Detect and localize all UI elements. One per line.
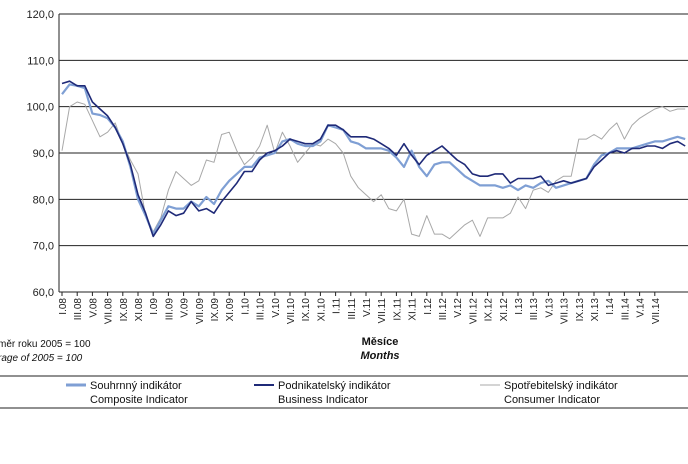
- x-tick-label: VII.14: [651, 298, 662, 325]
- x-tick-label: I.14: [605, 298, 616, 315]
- x-tick-label: XI.13: [590, 298, 601, 322]
- x-tick-label: I.09: [149, 298, 160, 315]
- x-tick-label: III.08: [73, 298, 84, 321]
- x-tick-label: VII.10: [286, 298, 297, 325]
- x-tick-labels: I.08 III.08 V.08 VII.08 IX.08 XI.08 I.09 III.09…: [58, 292, 662, 324]
- x-tick-label: III.14: [620, 298, 631, 321]
- x-tick-label: XI.09: [225, 298, 236, 322]
- y-tick-label: 70,0: [33, 241, 54, 253]
- x-tick-label: V.10: [271, 298, 282, 318]
- x-tick-label: V.08: [88, 298, 99, 318]
- x-axis-title: Měsíce: [362, 336, 399, 348]
- x-tick-label: IX.09: [210, 298, 221, 322]
- base-note-cz: měr roku 2005 = 100: [0, 339, 91, 350]
- x-tick-label: IX.11: [392, 298, 403, 321]
- x-tick-label: III.13: [529, 298, 540, 321]
- x-tick-label: I.12: [423, 298, 434, 315]
- y-tick-label: 90,0: [33, 148, 54, 160]
- legend-label-en-0: Composite Indicator: [90, 394, 188, 406]
- grid-layer: [58, 13, 688, 293]
- x-tick-label: III.12: [438, 298, 449, 321]
- x-tick-label: V.09: [180, 298, 191, 318]
- legend-label-en-2: Consumer Indicator: [504, 394, 600, 406]
- x-tick-label: V.14: [636, 298, 647, 318]
- legend-label-1: Podnikatelský indikátor: [278, 380, 391, 392]
- y-tick-label: 100,0: [26, 102, 54, 114]
- y-tick-label: 80,0: [33, 194, 54, 206]
- x-axis-title-en: Months: [360, 350, 399, 362]
- series-line-2: [61, 101, 686, 240]
- x-tick-label: III.10: [256, 298, 267, 321]
- x-tick-label: XI.08: [134, 298, 145, 322]
- x-tick-label: V.11: [362, 298, 373, 317]
- legend: Souhrnný indikátor Composite Indicator Pod…: [0, 375, 688, 409]
- series-line-1: [61, 80, 686, 238]
- legend-label-2: Spotřebitelský indikátor: [504, 380, 618, 392]
- legend-label-en-1: Business Indicator: [278, 394, 368, 406]
- base-note-en: rage of 2005 = 100: [0, 353, 83, 364]
- y-tick-label: 120,0: [26, 9, 54, 21]
- x-tick-label: I.08: [58, 298, 69, 315]
- x-tick-label: III.09: [164, 298, 175, 321]
- x-tick-label: XI.12: [499, 298, 510, 322]
- x-tick-label: IX.10: [301, 298, 312, 322]
- x-tick-label: I.11: [332, 298, 343, 314]
- legend-label-0: Souhrnný indikátor: [90, 380, 182, 392]
- series-layer: [61, 80, 686, 240]
- x-tick-label: I.13: [514, 298, 525, 315]
- x-tick-label: V.13: [544, 298, 555, 318]
- x-tick-label: IX.13: [575, 298, 586, 322]
- x-tick-label: V.12: [453, 298, 464, 318]
- x-tick-label: VII.13: [560, 298, 571, 325]
- x-tick-label: VII.12: [468, 298, 479, 325]
- x-tick-label: XI.11: [408, 298, 419, 321]
- x-tick-label: XI.10: [316, 298, 327, 322]
- x-tick-label: VII.08: [104, 298, 115, 325]
- x-tick-label: III.11: [347, 298, 358, 320]
- y-tick-labels: 60,0 70,0 80,0 90,0 100,0 110,0 120,0: [26, 9, 54, 299]
- x-tick-label: I.10: [240, 298, 251, 315]
- x-tick-label: VII.11: [377, 298, 388, 324]
- x-tick-label: IX.08: [119, 298, 130, 322]
- y-tick-label: 60,0: [33, 287, 54, 299]
- y-tick-label: 110,0: [27, 55, 54, 67]
- x-tick-label: IX.12: [484, 298, 495, 322]
- x-tick-label: VII.09: [195, 298, 206, 325]
